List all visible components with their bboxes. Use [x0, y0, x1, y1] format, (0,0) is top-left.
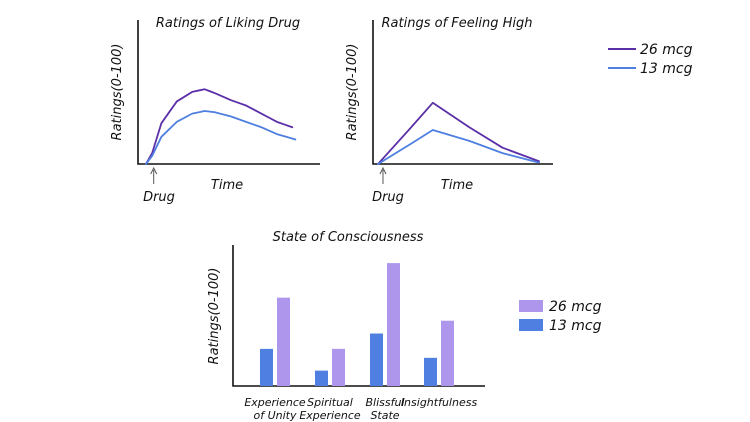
- liking-chart-ylabel: Ratings(0-100): [110, 44, 125, 141]
- liking-chart-axes: [137, 20, 320, 165]
- legend-bar-label-26: 26 mcg: [549, 299, 602, 315]
- bar-13-mcg-3: [424, 357, 437, 386]
- high-chart-title: Ratings of Feeling High: [382, 16, 533, 31]
- category-label: Experience: [299, 409, 361, 422]
- drug-arrow-head: [150, 166, 158, 175]
- liking-chart-lines: [145, 88, 297, 165]
- high-drug-marker-label: Drug: [372, 190, 404, 205]
- consciousness-chart-title: State of Consciousness: [273, 230, 424, 245]
- series-line-13-mcg: [145, 110, 297, 165]
- bar-26-mcg-1: [332, 348, 345, 386]
- high-chart: Ratings of Feeling High Ratings(0-100) T…: [345, 16, 553, 205]
- bar-13-mcg-1: [315, 370, 328, 386]
- series-line-13-mcg: [377, 129, 540, 165]
- drug-arrow-head: [379, 166, 387, 175]
- liking-chart: Ratings of Liking Drug Ratings(0-100) Ti…: [110, 16, 320, 205]
- high-drug-marker: [379, 166, 387, 184]
- consciousness-chart-ylabel: Ratings(0-100): [207, 268, 222, 365]
- high-chart-axes: [372, 20, 553, 165]
- consciousness-chart-axes: [232, 245, 485, 387]
- consciousness-chart: State of Consciousness Ratings(0-100) Ex…: [207, 230, 485, 422]
- line-legend: 26 mcg 13 mcg: [608, 42, 693, 77]
- consciousness-bars: [260, 263, 454, 386]
- legend-swatch-13: [519, 319, 543, 331]
- legend-label-13: 13 mcg: [640, 61, 693, 77]
- category-label: Experience: [244, 396, 306, 409]
- legend-bar-label-13: 13 mcg: [549, 318, 602, 334]
- category-label: State: [370, 409, 399, 422]
- category-label: of Unity: [253, 409, 296, 422]
- bar-13-mcg-2: [370, 333, 383, 386]
- category-label: Blissful: [365, 396, 404, 409]
- bar-26-mcg-3: [441, 320, 454, 386]
- legend-label-26: 26 mcg: [640, 42, 693, 58]
- high-chart-ylabel: Ratings(0-100): [345, 44, 360, 141]
- category-label: Spiritual: [307, 396, 353, 409]
- bar-26-mcg-2: [387, 263, 400, 386]
- liking-chart-title: Ratings of Liking Drug: [156, 16, 300, 31]
- legend-swatch-26: [519, 300, 543, 312]
- bar-legend: 26 mcg 13 mcg: [519, 299, 602, 334]
- bar-26-mcg-0: [277, 297, 290, 386]
- liking-drug-marker: [150, 166, 158, 184]
- high-chart-lines: [377, 101, 540, 165]
- liking-chart-xlabel: Time: [211, 178, 243, 193]
- bar-13-mcg-0: [260, 348, 273, 386]
- liking-drug-marker-label: Drug: [143, 190, 175, 205]
- category-label: Insightfulness: [401, 396, 478, 409]
- high-chart-xlabel: Time: [441, 178, 473, 193]
- series-line-26-mcg: [377, 101, 540, 165]
- series-line-26-mcg: [145, 88, 294, 165]
